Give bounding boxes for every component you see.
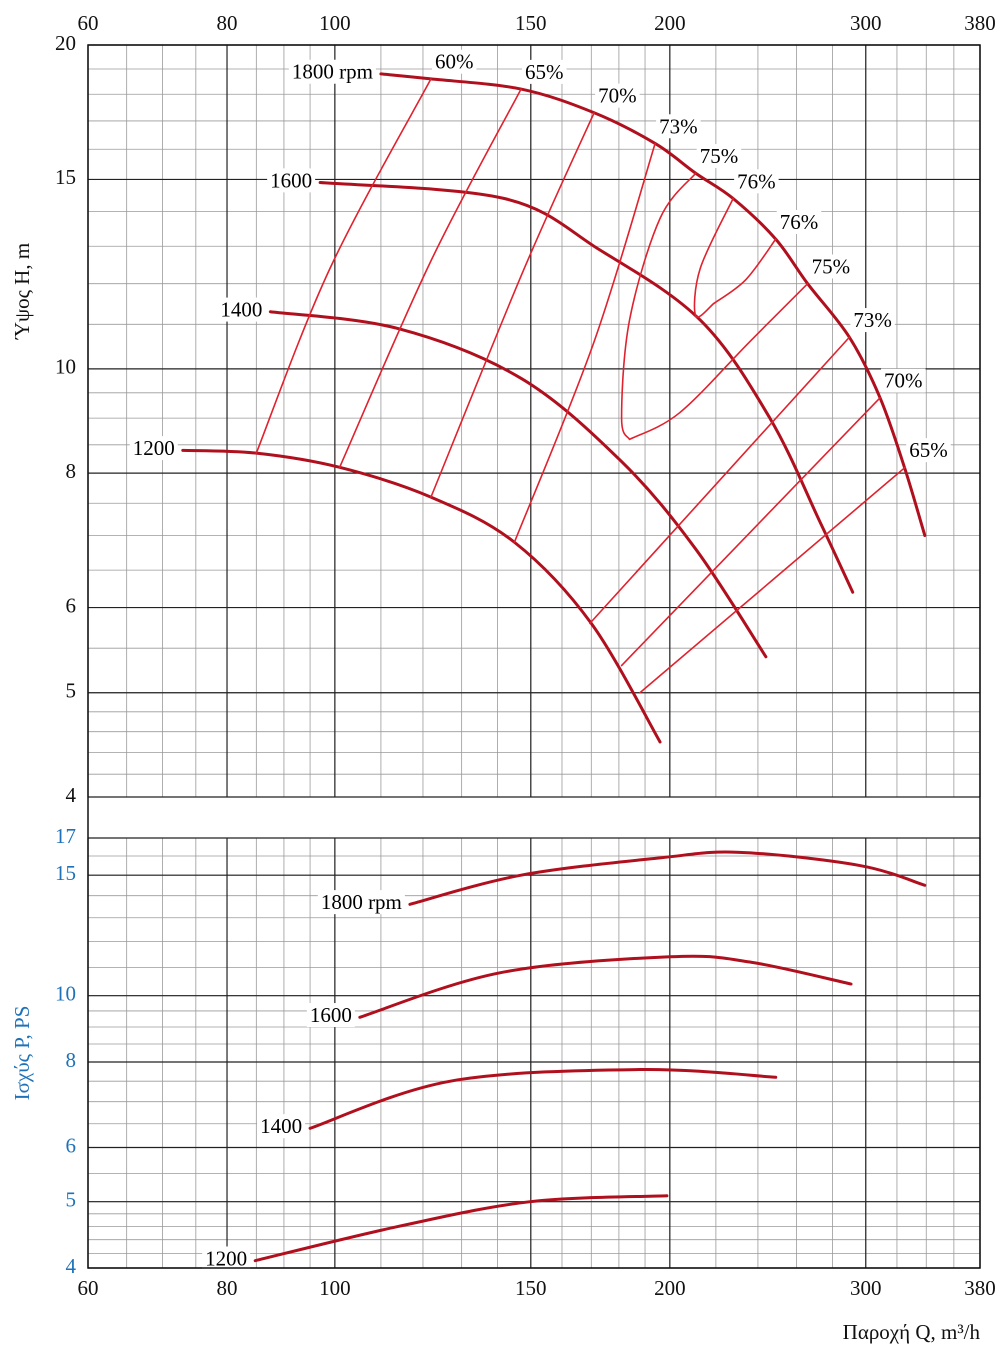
series-label-bg — [431, 49, 477, 74]
series-label: 70% — [598, 84, 637, 108]
series-label-bg — [595, 83, 640, 108]
x-tick-label: 60 — [78, 1276, 99, 1300]
series-label-bg — [522, 59, 567, 84]
series-line — [712, 238, 777, 305]
y-tick-label: 5 — [66, 1187, 77, 1211]
series-label-bg — [881, 368, 926, 393]
y-tick-label: 4 — [66, 1254, 77, 1278]
series-label-bg — [129, 436, 178, 461]
series-label: 75% — [700, 144, 739, 168]
y-tick-label: 10 — [55, 982, 76, 1006]
series-line — [430, 111, 595, 498]
series-label: 65% — [525, 60, 564, 84]
series-label-bg — [288, 59, 376, 84]
series-line — [693, 197, 734, 318]
x-tick-label: 150 — [515, 1276, 547, 1300]
series-line — [620, 396, 881, 667]
series-line — [628, 282, 809, 441]
series-line — [318, 181, 855, 594]
y-tick-label: 17 — [55, 824, 76, 848]
series-label-bg — [734, 169, 779, 194]
series-label-bg — [202, 1246, 251, 1271]
series-label-bg — [656, 114, 701, 139]
x-tick-label: 200 — [654, 1276, 686, 1300]
series-label: 73% — [853, 308, 892, 332]
y-tick-label: 15 — [55, 861, 76, 885]
series-line — [181, 448, 662, 744]
x-tick-label: 150 — [515, 11, 547, 35]
y-tick-label: 15 — [55, 165, 76, 189]
x-tick-label: 80 — [217, 1276, 238, 1300]
series-line — [358, 954, 853, 1019]
series-label: 1600 — [310, 1003, 352, 1027]
series-label: 75% — [812, 254, 851, 278]
series-label-bg — [306, 1003, 355, 1028]
series-label: 1400 — [260, 1114, 302, 1138]
series-label: 60% — [435, 50, 474, 74]
x-tick-label: 380 — [964, 11, 996, 35]
series-label-bg — [217, 297, 266, 322]
series-label-bg — [776, 209, 822, 234]
x-tick-label: 100 — [319, 1276, 351, 1300]
marks — [181, 72, 927, 1263]
series-line — [408, 850, 927, 906]
x-tick-label: 200 — [654, 11, 686, 35]
y-tick-label: 6 — [66, 1133, 77, 1157]
series-line — [268, 310, 768, 659]
series-label-bg — [267, 168, 316, 193]
series-line — [639, 466, 906, 694]
series-line — [620, 172, 697, 441]
labels: 60 80 100 150 200 300 380 4 5 6 8 10 15 20 Ύψος H, m 18… — [10, 11, 996, 1344]
series-line — [253, 1194, 669, 1263]
series-label: 1200 — [133, 436, 175, 460]
series-label-bg — [696, 144, 742, 169]
x-tick-label: 380 — [964, 1276, 996, 1300]
y-tick-label: 10 — [55, 355, 76, 379]
y-tick-label: 6 — [66, 593, 77, 617]
y-axis-label: Ισχύς P, PS — [10, 1006, 34, 1101]
plot-frame — [87, 44, 981, 1269]
series-label: 76% — [780, 210, 819, 234]
series-label: 1400 — [220, 298, 262, 322]
series-label: 1800 rpm — [321, 890, 402, 914]
series-label-bg — [808, 254, 854, 279]
y-axis-label: Ύψος H, m — [10, 243, 34, 340]
series-line — [589, 336, 851, 625]
series-label: 1600 — [270, 168, 312, 192]
y-tick-label: 8 — [66, 459, 77, 483]
x-axis-label: Παροχή Q, m³/h — [843, 1320, 981, 1344]
y-tick-label: 20 — [55, 31, 76, 55]
series-label: 1200 — [205, 1246, 247, 1270]
series-line — [255, 78, 432, 454]
series-label: 1800 rpm — [292, 60, 373, 84]
series-line — [513, 142, 656, 544]
x-tick-label: 300 — [850, 11, 882, 35]
series-label: 73% — [659, 114, 698, 138]
series-line — [338, 88, 522, 469]
x-tick-label: 300 — [850, 1276, 882, 1300]
x-tick-label: 100 — [319, 11, 351, 35]
series-label-bg — [257, 1114, 306, 1139]
y-tick-label: 8 — [66, 1048, 77, 1072]
series-label-bg — [906, 438, 951, 463]
y-tick-label: 4 — [66, 783, 77, 807]
series-label: 65% — [909, 438, 948, 462]
x-tick-label: 80 — [217, 11, 238, 35]
x-tick-label: 60 — [78, 11, 99, 35]
y-tick-label: 5 — [66, 679, 77, 703]
series-label: 70% — [884, 369, 923, 393]
series-label-bg — [317, 890, 405, 915]
series-line — [308, 1068, 778, 1130]
series-label: 76% — [737, 169, 776, 193]
series-label-bg — [850, 308, 895, 333]
